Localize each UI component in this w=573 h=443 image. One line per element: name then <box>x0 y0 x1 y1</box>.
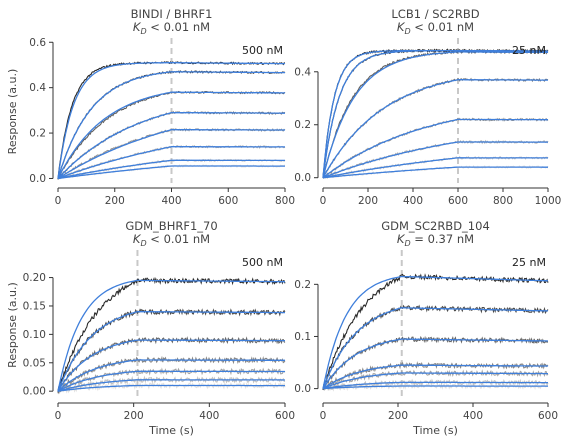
kd-subscript: D <box>140 27 146 36</box>
y-tick-label: 0.0 <box>29 173 46 185</box>
kd-subscript: D <box>140 239 146 248</box>
x-tick-label: 200 <box>105 195 125 207</box>
kd-label: KD < 0.01 nM <box>397 20 474 36</box>
y-tick-label: 0.15 <box>23 300 46 312</box>
data-trace-5 <box>322 117 549 179</box>
y-axis-label: Response (a.u.) <box>6 69 19 155</box>
kd-subscript: D <box>404 27 410 36</box>
fit-line-4 <box>322 364 548 390</box>
x-tick-label: 800 <box>493 195 513 207</box>
fit-line-5 <box>322 118 548 179</box>
concentration-label: 500 nM <box>242 44 283 57</box>
fit-line-4 <box>322 79 548 179</box>
kd-label: KD < 0.01 nM <box>133 20 210 36</box>
y-tick-label: 0.4 <box>294 66 311 78</box>
fit-line-3 <box>322 338 549 389</box>
fit-line-3 <box>57 339 285 392</box>
x-tick-label: 0 <box>55 410 62 422</box>
x-tick-label: 0 <box>320 195 327 207</box>
x-tick-label: 600 <box>275 410 295 422</box>
fit-line-2 <box>57 310 285 392</box>
fit-line-5 <box>57 129 285 180</box>
y-tick-label: 0.1 <box>294 331 311 343</box>
x-axis-label: Time (s) <box>148 424 194 437</box>
y-tick-label: 0.0 <box>294 172 311 184</box>
fit-line-4 <box>57 111 285 179</box>
kd-value: < 0.01 nM <box>147 20 210 34</box>
concentration-label: 500 nM <box>242 256 283 269</box>
fit-line-8 <box>322 166 548 179</box>
fit-line-5 <box>322 372 548 390</box>
fit-line-2 <box>57 71 285 179</box>
kd-subscript: D <box>404 239 410 248</box>
fit-line-1 <box>57 62 285 179</box>
concentration-label: 25 nM <box>512 256 546 269</box>
panel-title: GDM_BHRF1_70 <box>125 219 217 233</box>
kd-symbol: K <box>397 20 406 34</box>
fit-line-7 <box>57 159 285 180</box>
y-tick-label: 0.20 <box>23 272 46 284</box>
fit-line-6 <box>57 146 285 180</box>
x-tick-label: 600 <box>448 195 468 207</box>
panel-title: LCB1 / SC2RBD <box>391 7 479 21</box>
x-tick-label: 800 <box>275 195 295 207</box>
kd-value: = 0.37 nM <box>411 232 474 246</box>
data-trace-6 <box>58 375 286 392</box>
kd-symbol: K <box>133 20 142 34</box>
kd-value: < 0.01 nM <box>147 232 210 246</box>
kd-symbol: K <box>397 232 406 246</box>
x-tick-label: 0 <box>55 195 62 207</box>
y-tick-label: 0.2 <box>294 119 311 131</box>
kd-label: KD < 0.01 nM <box>133 232 210 248</box>
panel-title: BINDI / BHRF1 <box>131 7 213 21</box>
y-axis-label: Response (a.u.) <box>6 282 19 368</box>
fit-line-3 <box>322 51 548 178</box>
x-tick-label: 600 <box>218 195 238 207</box>
y-tick-label: 0.05 <box>23 357 46 369</box>
fit-line-4 <box>57 359 285 392</box>
kd-value: < 0.01 nM <box>411 20 474 34</box>
fit-line-7 <box>57 384 285 392</box>
kd-label: KD = 0.37 nM <box>397 232 474 248</box>
x-tick-label: 200 <box>124 410 144 422</box>
concentration-label: 25 nM <box>512 44 546 57</box>
x-tick-label: 1000 <box>535 195 562 207</box>
x-axis-label: Time (s) <box>412 424 458 437</box>
x-tick-label: 600 <box>538 410 558 422</box>
x-tick-label: 400 <box>199 410 219 422</box>
y-tick-label: 0.10 <box>23 329 46 341</box>
panel-title: GDM_SC2RBD_104 <box>381 219 490 233</box>
y-tick-label: 0.4 <box>29 82 46 94</box>
y-tick-label: 0.6 <box>29 37 46 49</box>
fit-line-7 <box>322 157 548 179</box>
x-tick-label: 200 <box>388 410 408 422</box>
fit-line-3 <box>57 91 285 179</box>
fit-line-6 <box>322 141 548 179</box>
kd-symbol: K <box>133 232 142 246</box>
x-tick-label: 400 <box>463 410 483 422</box>
fit-line-6 <box>322 381 548 390</box>
fit-line-2 <box>322 49 548 178</box>
fit-line-2 <box>322 307 549 389</box>
x-tick-label: 400 <box>403 195 423 207</box>
fit-line-1 <box>322 275 549 389</box>
y-tick-label: 0.0 <box>294 383 311 395</box>
y-tick-label: 0.00 <box>23 386 46 398</box>
x-tick-label: 0 <box>320 410 327 422</box>
y-tick-label: 0.2 <box>294 279 311 291</box>
y-tick-label: 0.2 <box>29 128 46 140</box>
fit-line-1 <box>57 279 285 392</box>
fit-line-5 <box>57 370 285 392</box>
fit-line-6 <box>57 379 285 392</box>
x-tick-label: 400 <box>161 195 181 207</box>
fit-line-8 <box>57 165 285 180</box>
x-tick-label: 200 <box>358 195 378 207</box>
fit-line-7 <box>322 385 548 390</box>
